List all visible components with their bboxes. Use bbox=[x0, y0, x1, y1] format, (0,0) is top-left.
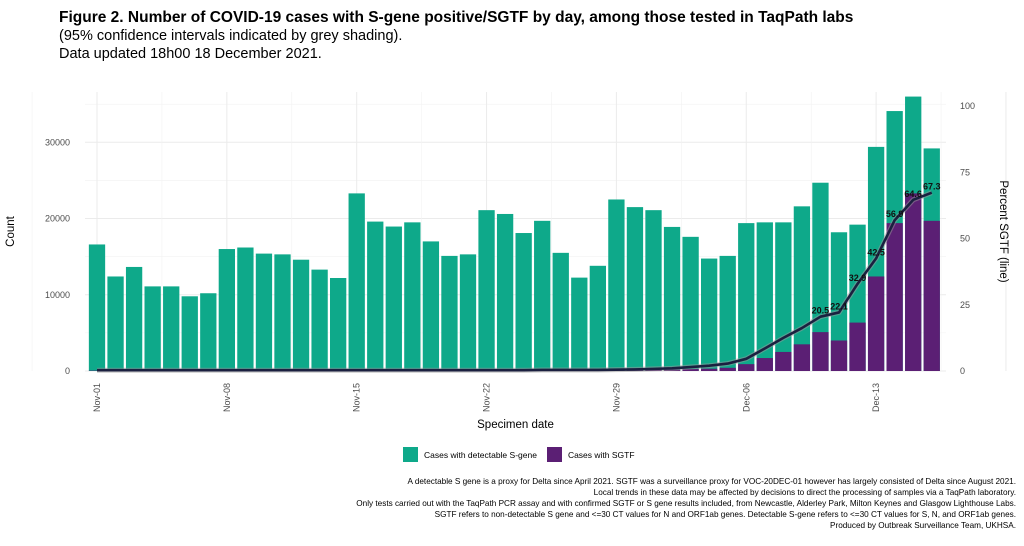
bar-sgtf bbox=[793, 344, 811, 371]
bar-sgtf bbox=[682, 369, 699, 371]
bar-detectable-s-gene bbox=[144, 286, 161, 371]
legend: Cases with detectable S-gene Cases with … bbox=[403, 447, 645, 462]
footnote: Local trends in these data may be affect… bbox=[593, 487, 1016, 497]
bar-detectable-s-gene bbox=[571, 277, 588, 371]
bar-detectable-s-gene bbox=[311, 269, 328, 371]
bar-detectable-s-gene bbox=[441, 255, 458, 371]
bar-detectable-s-gene bbox=[775, 222, 792, 371]
bar-detectable-s-gene bbox=[237, 247, 254, 371]
bar-detectable-s-gene bbox=[478, 210, 495, 371]
x-axis-title: Specimen date bbox=[477, 419, 554, 431]
footnote: Only tests carried out with the TaqPath … bbox=[356, 498, 1016, 508]
bar-detectable-s-gene bbox=[626, 207, 644, 371]
bar-sgtf bbox=[886, 223, 903, 371]
bar-sgtf bbox=[719, 367, 736, 371]
bar-detectable-s-gene bbox=[107, 276, 124, 371]
x-tick-label: Dec-06 bbox=[741, 383, 751, 412]
legend-swatch-purple bbox=[546, 447, 562, 462]
bar-detectable-s-gene bbox=[701, 258, 718, 371]
data-label: 64.6 bbox=[904, 189, 922, 199]
y2-tick-label: 100 bbox=[960, 101, 975, 111]
bar-detectable-s-gene bbox=[663, 226, 681, 371]
bar-detectable-s-gene bbox=[738, 223, 755, 371]
data-updated-note: Data updated 18h00 18 December 2021. bbox=[59, 46, 322, 62]
bar-detectable-s-gene bbox=[88, 244, 106, 371]
bar-detectable-s-gene bbox=[274, 254, 291, 371]
bar-detectable-s-gene bbox=[608, 199, 625, 371]
bar-detectable-s-gene bbox=[292, 259, 310, 371]
bar-sgtf bbox=[849, 322, 866, 371]
y2-tick-label: 25 bbox=[960, 300, 970, 310]
bar-sgtf bbox=[756, 358, 773, 371]
x-tick-label: Nov-22 bbox=[482, 383, 492, 412]
bar-detectable-s-gene bbox=[719, 255, 736, 371]
bar-detectable-s-gene bbox=[163, 286, 180, 371]
figure-subtitle: (95% confidence intervals indicated by g… bbox=[59, 28, 403, 44]
x-tick-label: Nov-01 bbox=[92, 383, 102, 412]
y-tick-label: 30000 bbox=[45, 137, 70, 147]
bar-detectable-s-gene bbox=[756, 222, 773, 371]
legend-item-sgtf: Cases with SGTF bbox=[546, 447, 635, 462]
y2-tick-label: 0 bbox=[960, 366, 965, 376]
bar-detectable-s-gene bbox=[200, 293, 217, 371]
data-label: 32.9 bbox=[849, 273, 867, 283]
bar-detectable-s-gene bbox=[218, 249, 235, 371]
data-label: 20.5 bbox=[812, 306, 830, 316]
bar-detectable-s-gene bbox=[348, 193, 365, 371]
y-tick-label: 0 bbox=[65, 366, 70, 376]
y-axis-title: Count bbox=[5, 215, 17, 246]
bar-detectable-s-gene bbox=[367, 221, 384, 371]
x-tick-label: Dec-13 bbox=[871, 383, 881, 412]
bar-detectable-s-gene bbox=[385, 226, 402, 371]
bar-detectable-s-gene bbox=[645, 210, 662, 371]
legend-label: Cases with detectable S-gene bbox=[424, 449, 537, 460]
bar-detectable-s-gene bbox=[422, 241, 440, 371]
bar-sgtf bbox=[867, 276, 885, 371]
footnote: SGTF refers to non-detectable S gene and… bbox=[434, 509, 1016, 519]
bar-detectable-s-gene bbox=[330, 278, 347, 371]
data-label: 56.9 bbox=[886, 209, 904, 219]
footnote: Produced by Outbreak Surveillance Team, … bbox=[830, 520, 1016, 530]
bar-detectable-s-gene bbox=[515, 233, 532, 371]
data-label: 42.5 bbox=[867, 247, 885, 257]
bar-detectable-s-gene bbox=[534, 220, 551, 371]
bar-detectable-s-gene bbox=[496, 213, 514, 371]
x-tick-label: Nov-15 bbox=[352, 383, 362, 412]
legend-label: Cases with SGTF bbox=[567, 449, 635, 460]
bar-sgtf bbox=[775, 351, 792, 371]
percent-sgtf-line bbox=[97, 191, 933, 372]
figure-title: Figure 2. Number of COVID-19 cases with … bbox=[59, 9, 854, 26]
x-tick-label: Nov-29 bbox=[611, 383, 621, 412]
bar-sgtf bbox=[738, 364, 755, 371]
legend-swatch-teal bbox=[403, 447, 418, 462]
bar-detectable-s-gene bbox=[812, 182, 829, 371]
bar-sgtf bbox=[830, 340, 848, 371]
bar-sgtf bbox=[812, 332, 829, 371]
bar-sgtf bbox=[701, 368, 718, 371]
bar-sgtf bbox=[923, 220, 940, 371]
bar-detectable-s-gene bbox=[552, 252, 569, 371]
y-tick-label: 10000 bbox=[45, 290, 70, 300]
data-label: 22.1 bbox=[830, 301, 848, 311]
bar-detectable-s-gene bbox=[682, 236, 699, 371]
bar-detectable-s-gene bbox=[404, 222, 421, 371]
bar-detectable-s-gene bbox=[181, 296, 198, 371]
bar-detectable-s-gene bbox=[589, 265, 606, 371]
y2-tick-label: 75 bbox=[960, 167, 970, 177]
y-tick-label: 20000 bbox=[45, 214, 70, 224]
legend-item-detectable-s-gene: Cases with detectable S-gene bbox=[403, 447, 537, 462]
bar-detectable-s-gene bbox=[125, 266, 143, 371]
bar-detectable-s-gene bbox=[255, 253, 273, 371]
bar-detectable-s-gene bbox=[830, 232, 848, 371]
footnote: A detectable S gene is a proxy for Delta… bbox=[407, 477, 1016, 486]
bar-sgtf bbox=[905, 193, 922, 371]
footnotes: A detectable S gene is a proxy for Delta… bbox=[356, 477, 1016, 532]
bar-detectable-s-gene bbox=[459, 254, 477, 371]
data-label: 67.3 bbox=[923, 182, 941, 192]
y2-axis-title: Percent SGTF (line) bbox=[997, 180, 1009, 282]
x-tick-label: Nov-08 bbox=[222, 383, 232, 412]
y2-tick-label: 50 bbox=[960, 234, 970, 244]
